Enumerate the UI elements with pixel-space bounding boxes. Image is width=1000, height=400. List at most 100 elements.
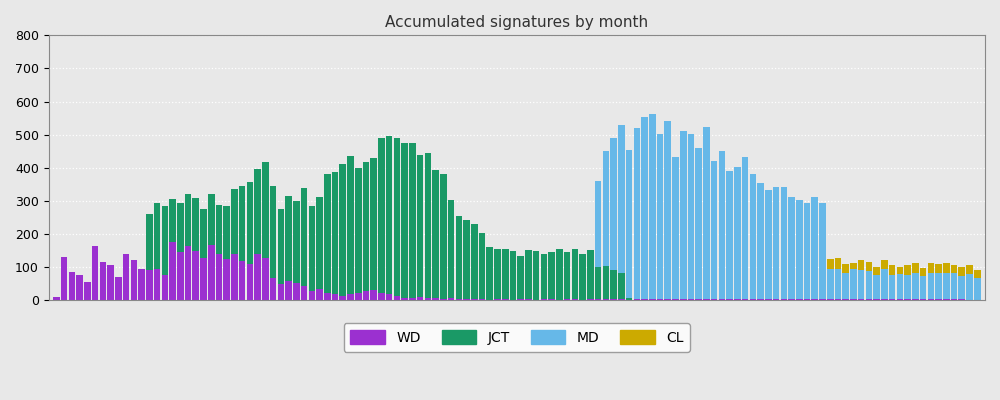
Bar — [618, 273, 625, 299]
Bar — [873, 268, 880, 275]
Bar — [920, 276, 926, 299]
Bar — [587, 250, 594, 299]
Bar — [76, 275, 83, 300]
Bar — [688, 134, 694, 299]
Bar — [339, 164, 346, 296]
Bar — [649, 299, 656, 300]
Bar — [595, 267, 601, 299]
Bar — [866, 271, 872, 298]
Bar — [634, 128, 640, 299]
Bar — [347, 156, 354, 294]
Bar — [904, 266, 911, 275]
Bar — [53, 297, 60, 300]
Bar — [842, 273, 849, 299]
Bar — [773, 187, 779, 298]
Bar — [796, 299, 803, 300]
Bar — [216, 254, 222, 300]
Bar — [873, 299, 880, 300]
Bar — [208, 244, 215, 300]
Bar — [355, 168, 362, 293]
Bar — [966, 274, 973, 300]
Bar — [370, 158, 377, 290]
Bar — [432, 298, 439, 300]
Bar — [788, 196, 795, 298]
Bar — [494, 299, 501, 300]
Bar — [479, 233, 485, 299]
Bar — [719, 299, 725, 300]
Bar — [517, 256, 524, 299]
Bar — [138, 269, 145, 300]
Bar — [309, 291, 315, 300]
Bar — [100, 262, 106, 300]
Bar — [146, 270, 153, 300]
Bar — [247, 264, 253, 300]
Bar — [107, 266, 114, 300]
Bar — [278, 284, 284, 300]
Bar — [734, 167, 741, 299]
Bar — [448, 298, 454, 300]
Bar — [873, 275, 880, 299]
Bar — [881, 298, 888, 300]
Bar — [835, 298, 841, 300]
Bar — [958, 267, 965, 276]
Bar — [742, 157, 748, 299]
Bar — [858, 299, 864, 300]
Bar — [827, 299, 834, 300]
Bar — [502, 299, 509, 300]
Bar — [726, 171, 733, 299]
Bar — [502, 248, 509, 299]
Bar — [216, 205, 222, 254]
Bar — [842, 264, 849, 273]
Bar — [270, 278, 276, 300]
Bar — [811, 299, 818, 300]
Bar — [935, 299, 942, 300]
Bar — [858, 270, 864, 299]
Bar — [719, 150, 725, 299]
Bar — [84, 282, 91, 300]
Bar — [904, 299, 911, 300]
Bar — [920, 299, 926, 300]
Bar — [525, 250, 532, 299]
Bar — [928, 264, 934, 273]
Bar — [958, 298, 965, 300]
Bar — [750, 174, 756, 299]
Bar — [951, 265, 957, 273]
Bar — [154, 202, 160, 269]
Title: Accumulated signatures by month: Accumulated signatures by month — [385, 15, 648, 30]
Bar — [262, 162, 269, 258]
Bar — [672, 158, 679, 299]
Bar — [548, 299, 555, 300]
Bar — [61, 257, 67, 300]
Bar — [757, 298, 764, 300]
Bar — [486, 247, 493, 300]
Bar — [231, 189, 238, 254]
Bar — [750, 299, 756, 300]
Bar — [788, 298, 795, 300]
Bar — [603, 266, 609, 299]
Bar — [285, 281, 292, 300]
Bar — [966, 265, 973, 274]
Bar — [456, 298, 462, 300]
Bar — [192, 250, 199, 300]
Bar — [479, 299, 485, 300]
Bar — [363, 162, 369, 291]
Bar — [928, 273, 934, 298]
Bar — [401, 142, 408, 298]
Bar — [324, 174, 331, 293]
Bar — [409, 298, 416, 300]
Bar — [889, 266, 895, 275]
Bar — [595, 181, 601, 267]
Bar — [587, 299, 594, 300]
Bar — [463, 299, 470, 300]
Bar — [223, 259, 230, 300]
Bar — [928, 298, 934, 300]
Bar — [316, 197, 323, 289]
Bar — [943, 273, 950, 298]
Bar — [711, 161, 717, 299]
Bar — [541, 299, 547, 300]
Bar — [858, 260, 864, 270]
Bar — [200, 209, 207, 258]
Bar — [525, 299, 532, 300]
Bar — [757, 183, 764, 298]
Bar — [556, 249, 563, 300]
